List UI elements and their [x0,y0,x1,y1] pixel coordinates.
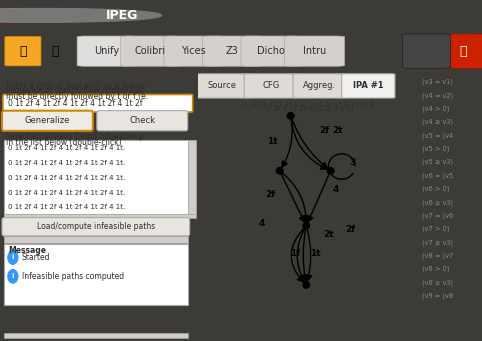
Text: Source: Source [208,81,237,90]
Circle shape [0,9,123,22]
Text: 0 1t 2f 4 1t 2f 4 1t 2f 4 1t 2f 4 1t.: 0 1t 2f 4 1t 2f 4 1t 2f 4 1t 2f 4 1t. [8,175,125,181]
Text: 2t: 2t [332,126,343,135]
FancyBboxPatch shape [2,218,190,236]
Text: Intru: Intru [303,46,326,56]
Text: (v4 ≥ v3): (v4 ≥ v3) [422,119,454,125]
Text: (v8 = (v7: (v8 = (v7 [422,253,454,259]
Text: Colibri: Colibri [135,46,166,56]
Text: 2f: 2f [319,126,329,135]
FancyBboxPatch shape [4,244,188,305]
Text: 🖌: 🖌 [52,45,59,58]
Text: (v4 = v2): (v4 = v2) [422,92,454,99]
Text: Infeasible paths computed: Infeasible paths computed [22,272,124,281]
FancyBboxPatch shape [4,333,188,338]
FancyBboxPatch shape [284,36,345,66]
Circle shape [287,113,294,119]
Text: (v6 = (v5: (v6 = (v5 [422,172,454,179]
Circle shape [276,168,283,174]
Text: 3: 3 [350,158,356,167]
FancyBboxPatch shape [293,74,346,98]
Text: 0 1t 2f 4 1t 2f 4 1t 2f 4 1t 2f 4 1t.: 0 1t 2f 4 1t 2f 4 1t 2f 4 1t 2f 4 1t. [8,204,125,210]
Text: (v9 = (v8: (v9 = (v8 [422,293,454,299]
Text: (v5 > 0): (v5 > 0) [422,146,450,152]
Text: Message: Message [8,246,46,255]
Text: Check: Check [129,116,155,125]
Text: (v7 = (v6: (v7 = (v6 [422,212,454,219]
Circle shape [0,9,142,22]
Text: 0 1t 2f 4 1t 2f 4 1t 2f 4 1t 2f 4 1t.: 0 1t 2f 4 1t 2f 4 1t 2f 4 1t 2f 4 1t. [8,160,125,166]
Text: Aggreg.: Aggreg. [303,81,336,90]
Text: (v5 ≥ v3): (v5 ≥ v3) [422,159,454,165]
Text: Enter a control flow path as a space-: Enter a control flow path as a space- [6,81,147,90]
Text: 0 1t 2f 4 1t 2f 4 1t 2f 4 1t 2f 4 1t 2f: 0 1t 2f 4 1t 2f 4 1t 2f 4 1t 2f 4 1t 2f [8,99,142,108]
FancyBboxPatch shape [402,34,451,68]
Circle shape [8,251,18,264]
Text: Unify: Unify [94,46,120,56]
Text: Dicho: Dicho [257,46,285,56]
Text: 1t 2f 4 1t 2f 4 1t 2t 3 4 1f: 1t 2f 4 1t 2f 4 1t 2t 3 4 1f [264,106,353,112]
Text: IPA #1: IPA #1 [353,81,384,90]
Text: 1t: 1t [267,137,277,146]
FancyBboxPatch shape [5,36,41,66]
Text: 2f: 2f [346,225,356,235]
FancyBboxPatch shape [97,111,187,131]
Text: (v4 > 0): (v4 > 0) [422,105,450,112]
Text: in the list below (double-click): in the list below (double-click) [6,138,121,147]
Text: 1t: 1t [310,249,321,258]
FancyBboxPatch shape [439,34,482,68]
Text: (v8 > 0): (v8 > 0) [422,266,450,272]
Circle shape [303,282,309,288]
Text: i: i [12,273,14,279]
FancyBboxPatch shape [2,111,93,131]
Text: Load/compute infeasible paths: Load/compute infeasible paths [37,222,155,231]
FancyBboxPatch shape [187,140,196,214]
Text: (v5 = (v4: (v5 = (v4 [422,132,454,139]
Text: Started: Started [22,253,50,262]
Text: Select an already found infeasible p: Select an already found infeasible p [6,132,144,141]
Text: (v7 ≥ v3): (v7 ≥ v3) [422,239,454,246]
Text: 4: 4 [333,185,339,194]
Text: 0 1t 2f 4 1t 2f 4 1t 2f 4 1t 2f 4 1t.: 0 1t 2f 4 1t 2f 4 1t 2f 4 1t 2f 4 1t. [8,190,125,196]
FancyBboxPatch shape [4,236,188,243]
FancyBboxPatch shape [77,36,137,66]
Text: Z3: Z3 [226,46,239,56]
Text: 2f: 2f [266,190,276,198]
Text: i: i [12,254,14,261]
Text: Generalize: Generalize [25,116,70,125]
Circle shape [8,270,18,283]
Text: IPEG: IPEG [106,9,138,22]
Text: 1f: 1f [290,249,300,258]
Text: CFG: CFG [262,81,280,90]
Text: (v6 ≥ v3): (v6 ≥ v3) [422,199,454,206]
Text: ⏻: ⏻ [459,45,467,58]
Text: 4: 4 [259,219,265,228]
FancyBboxPatch shape [3,94,193,112]
FancyBboxPatch shape [342,74,395,98]
Text: 📁: 📁 [19,45,27,58]
FancyBboxPatch shape [241,36,301,66]
Circle shape [327,168,334,174]
FancyBboxPatch shape [120,36,181,66]
Text: (v8 ≥ v3): (v8 ≥ v3) [422,279,454,286]
Text: 2t: 2t [323,230,334,239]
FancyBboxPatch shape [244,74,297,98]
Text: sequence of control flow nodes. Dec: sequence of control flow nodes. Dec [6,86,145,95]
Text: 0 1t 2f 4 1t 2f 4 1t 2f 4 1t 2f 4 1t.: 0 1t 2f 4 1t 2f 4 1t 2f 4 1t 2f 4 1t. [8,145,125,151]
FancyBboxPatch shape [195,74,249,98]
Circle shape [303,223,309,229]
Text: must be directly followed by t or f (e.: must be directly followed by t or f (e. [6,92,148,101]
Text: (v6 > 0): (v6 > 0) [422,186,450,192]
FancyBboxPatch shape [202,36,263,66]
FancyBboxPatch shape [164,36,224,66]
FancyBboxPatch shape [4,140,188,214]
FancyBboxPatch shape [4,213,196,219]
Text: (v3 = v1): (v3 = v1) [422,79,454,85]
Circle shape [0,9,161,22]
Text: Yices: Yices [181,46,206,56]
Text: 0 1t 2f 4 1t 2f 4 1t 2f 4 1t 2f 4 1t 2f 4: 0 1t 2f 4 1t 2f 4 1t 2f 4 1t 2f 4 1t 2f … [243,102,374,108]
Text: (v7 > 0): (v7 > 0) [422,226,450,232]
